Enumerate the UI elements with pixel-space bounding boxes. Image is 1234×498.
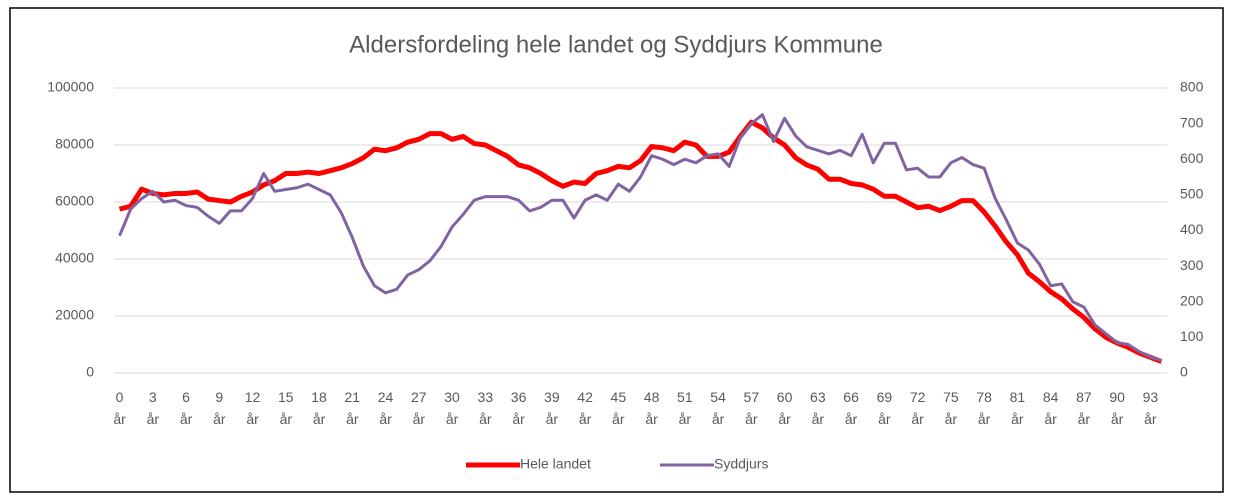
chart-frame (9, 7, 1224, 493)
series-line (118, 113, 1162, 362)
y2-tick-label: 200 (1180, 292, 1204, 308)
y2-tick-label: 0 (1180, 364, 1188, 380)
x-tick-label: 87 år (1076, 389, 1092, 427)
x-tick-label: 18 år (311, 389, 327, 427)
y-tick-label: 100000 (47, 79, 94, 95)
legend-label: Syddjurs (714, 456, 768, 472)
y-tick-label: 80000 (55, 136, 94, 152)
x-tick-label: 54 år (710, 389, 726, 427)
x-tick-label: 24 år (378, 389, 394, 427)
x-tick-label: 6 år (180, 389, 193, 427)
x-tick-label: 3 år (147, 389, 160, 427)
x-tick-label: 39 år (544, 389, 560, 427)
x-tick-label: 60 år (777, 389, 793, 427)
x-tick-label: 81 år (1010, 389, 1026, 427)
y2-tick-label: 800 (1180, 79, 1204, 95)
x-tick-label: 51 år (677, 389, 693, 427)
x-tick-label: 15 år (278, 389, 294, 427)
y-tick-label: 60000 (55, 193, 94, 209)
x-tick-label: 42 år (577, 389, 593, 427)
x-tick-label: 0 år (113, 389, 126, 427)
x-tick-label: 30 år (444, 389, 460, 427)
y2-tick-label: 100 (1180, 328, 1204, 344)
x-tick-label: 21 år (345, 389, 361, 427)
y2-tick-label: 700 (1180, 114, 1204, 130)
x-tick-label: 27 år (411, 389, 427, 427)
x-tick-label: 75 år (943, 389, 959, 427)
x-tick-label: 93 år (1143, 389, 1159, 427)
y2-tick-label: 300 (1180, 257, 1204, 273)
y-tick-label: 40000 (55, 250, 94, 266)
series-line (118, 119, 1163, 364)
x-tick-label: 63 år (810, 389, 826, 427)
y-tick-label: 20000 (55, 307, 94, 323)
y2-tick-label: 400 (1180, 221, 1204, 237)
x-tick-label: 12 år (245, 389, 261, 427)
x-tick-label: 90 år (1109, 389, 1125, 427)
y2-tick-label: 500 (1180, 186, 1204, 202)
x-tick-label: 33 år (478, 389, 494, 427)
x-tick-label: 72 år (910, 389, 926, 427)
x-tick-label: 48 år (644, 389, 660, 427)
y2-tick-label: 600 (1180, 150, 1204, 166)
y-tick-label: 0 (86, 364, 94, 380)
x-tick-label: 84 år (1043, 389, 1059, 427)
legend-label: Hele landet (520, 456, 591, 472)
x-tick-label: 69 år (877, 389, 893, 427)
x-tick-label: 57 år (744, 389, 760, 427)
x-tick-label: 36 år (511, 389, 527, 427)
x-tick-label: 9 år (213, 389, 226, 427)
x-tick-label: 66 år (843, 389, 859, 427)
x-tick-label: 78 år (976, 389, 992, 427)
x-tick-label: 45 år (611, 389, 627, 427)
chart-title: Aldersfordeling hele landet og Syddjurs … (349, 31, 883, 58)
